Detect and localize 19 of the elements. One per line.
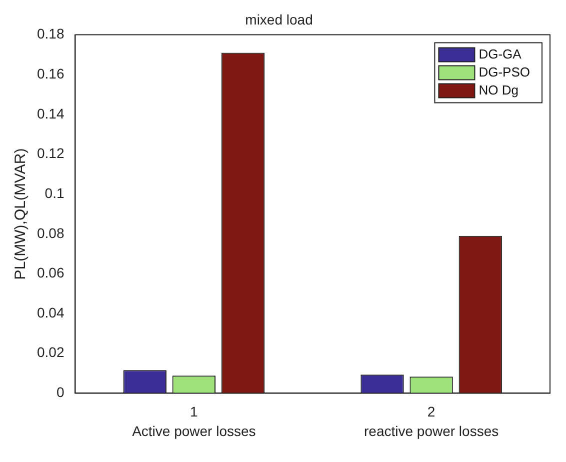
y-tick-label: 0.14 bbox=[37, 105, 64, 122]
y-tick-label: 0.02 bbox=[37, 344, 64, 360]
legend-label: NO Dg bbox=[478, 82, 518, 98]
legend-label: DG-PSO bbox=[478, 64, 530, 80]
x-tick-label: 1 bbox=[190, 403, 198, 420]
y-tick-label: 0.08 bbox=[37, 224, 64, 241]
y-tick-label: 0.16 bbox=[37, 65, 64, 82]
y-tick-label: 0.04 bbox=[37, 304, 64, 320]
y-axis-title: PL(MW),QL(MVAR) bbox=[12, 148, 30, 280]
y-tick-label: 0.1 bbox=[44, 184, 64, 201]
y-tick-label: 0 bbox=[56, 384, 64, 400]
legend-label: DG-GA bbox=[478, 46, 522, 62]
y-tick-label: 0.18 bbox=[37, 26, 64, 42]
chart-title: mixed load bbox=[245, 11, 313, 28]
y-tick-label: 0.12 bbox=[37, 145, 64, 162]
text: reactive power losses bbox=[364, 423, 499, 440]
text: Active power losses bbox=[132, 423, 256, 440]
y-tick-label: 0.06 bbox=[37, 264, 64, 281]
x-tick-label: 2 bbox=[427, 403, 436, 420]
